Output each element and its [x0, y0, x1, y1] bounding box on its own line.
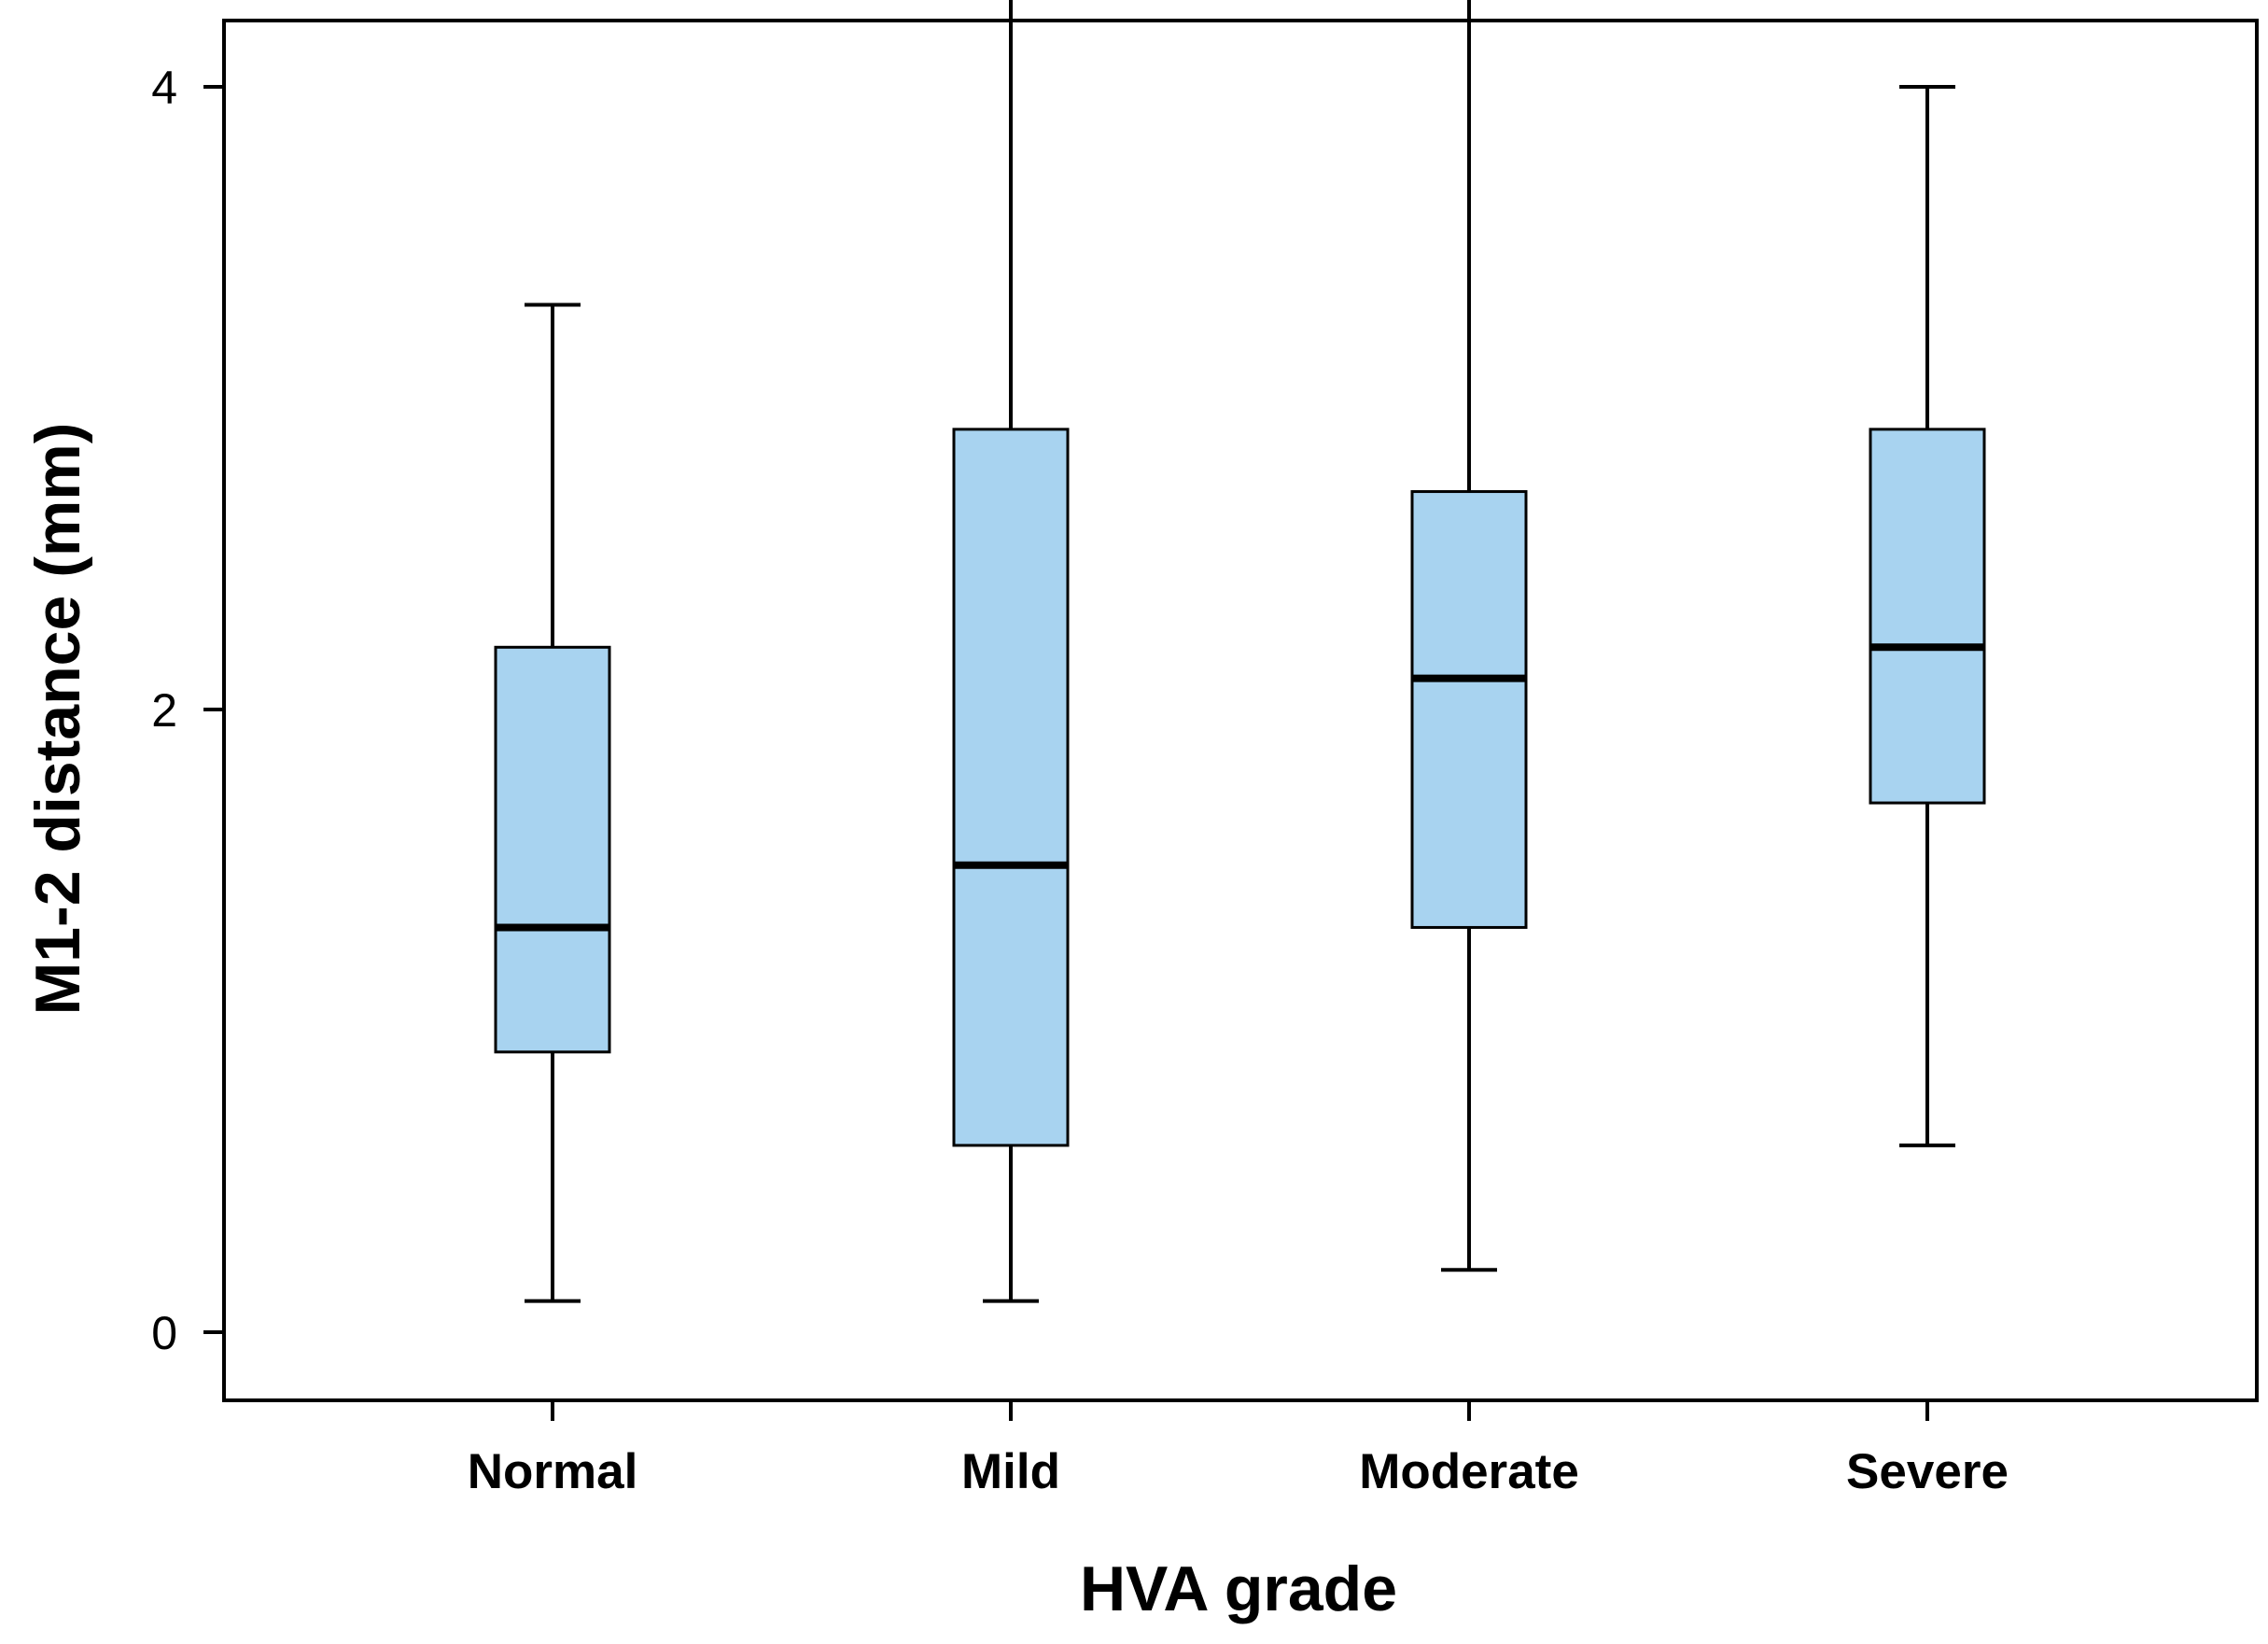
y-tick-label: 0: [151, 1307, 177, 1359]
iqr-box: [494, 645, 611, 1054]
x-axis-title: HVA grade: [1080, 1553, 1397, 1624]
box-normal: [494, 302, 611, 1303]
y-axis: 02468: [151, 62, 224, 1359]
iqr-box: [1410, 490, 1528, 929]
x-tick-label: Moderate: [1359, 1444, 1579, 1499]
x-tick-label: Normal: [468, 1444, 638, 1499]
iqr-box: [1869, 428, 1986, 805]
x-tick-label: Mild: [961, 1444, 1060, 1499]
iqr-box: [952, 428, 1070, 1147]
x-axis: Normal Mild Moderate Severe: [468, 1400, 2009, 1499]
box-mild: [952, 0, 1070, 1303]
box-severe: [1869, 85, 1986, 1147]
y-axis-title: M1-2 distance (mm): [22, 423, 93, 1016]
y-tick-label: 2: [151, 684, 177, 737]
box-series: [494, 0, 1986, 1303]
box-moderate: [1410, 0, 1528, 1272]
y-tick-label: 4: [151, 62, 177, 114]
x-tick-label: Severe: [1846, 1444, 2009, 1499]
